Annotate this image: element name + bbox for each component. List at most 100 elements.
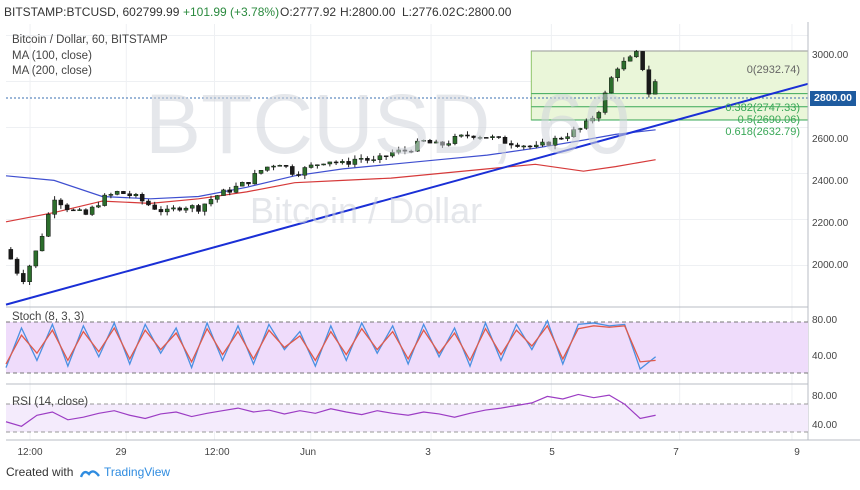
candle-body <box>496 136 501 138</box>
rsi-band <box>6 404 808 432</box>
candle-body <box>27 265 32 282</box>
candle-body <box>559 137 564 140</box>
candle-body <box>114 191 120 195</box>
candle-body <box>202 203 207 212</box>
candle-body <box>552 137 558 146</box>
fib-label-618: 0.618(2632.79) <box>725 126 800 138</box>
candle-body <box>108 194 114 196</box>
stoch-band <box>6 322 808 373</box>
x-tick: 12:00 <box>204 447 230 458</box>
candle-body <box>502 137 508 144</box>
candle-body <box>208 199 214 205</box>
candle-body <box>509 143 514 146</box>
candle-body <box>590 117 595 122</box>
candle-body <box>358 158 364 160</box>
candle-body <box>652 81 658 95</box>
candle-body <box>602 92 608 113</box>
watermark-name: Bitcoin / Dollar <box>250 190 483 231</box>
candle-body <box>283 165 289 167</box>
tradingview-link[interactable]: TradingView <box>104 465 171 479</box>
candle-body <box>290 166 295 175</box>
candle-body <box>383 155 389 158</box>
candle-body <box>71 209 76 212</box>
candle-body <box>258 170 264 174</box>
candle-body <box>340 161 345 164</box>
candle-body <box>390 151 395 157</box>
candle-body <box>196 205 201 212</box>
candle-body <box>271 165 276 168</box>
symbol-name[interactable]: BITSTAMP:BTCUSD, 60 <box>4 5 136 19</box>
ma200-legend[interactable]: MA (200, close) <box>12 65 92 77</box>
candle-body <box>64 204 70 211</box>
candle-body <box>371 159 376 161</box>
candle-body <box>527 145 533 148</box>
y-tick: 2200.00 <box>812 218 849 229</box>
candle-body <box>396 149 401 153</box>
candle-body <box>421 140 426 142</box>
last-price: 2799.99 <box>136 5 180 19</box>
y-tick: 2400.00 <box>812 176 849 187</box>
ma100-line <box>5 129 656 200</box>
x-tick: 12:00 <box>17 447 43 458</box>
candle-body <box>102 194 107 206</box>
stoch-legend[interactable]: Stoch (8, 3, 3) <box>12 311 85 323</box>
candle-body <box>308 164 314 168</box>
created-with-text: Created with <box>6 465 74 479</box>
x-tick: 3 <box>425 447 431 458</box>
candles <box>8 49 658 285</box>
rsi-tick: 40.00 <box>812 420 838 431</box>
candle-body <box>471 135 476 138</box>
candle-body <box>315 164 320 166</box>
candle-body <box>565 136 570 139</box>
candle-body <box>164 208 170 213</box>
candle-body <box>615 68 620 78</box>
candle-body <box>458 134 464 137</box>
candle-body <box>577 128 583 130</box>
y-tick: 2000.00 <box>812 260 849 271</box>
candle-body <box>640 51 645 70</box>
x-tick: 5 <box>549 447 555 458</box>
candle-body <box>83 209 89 215</box>
candle-body <box>446 143 451 146</box>
candle-body <box>408 150 414 153</box>
candle-body <box>534 144 539 147</box>
candle-body <box>377 155 383 160</box>
ma100-legend[interactable]: MA (100, close) <box>12 50 92 62</box>
high-value: H:2800.00 <box>340 5 396 19</box>
candle-body <box>127 193 132 197</box>
candle-body <box>39 236 45 252</box>
x-tick: Jun <box>299 447 317 458</box>
trendline <box>5 82 809 306</box>
candle-body <box>133 194 139 197</box>
candle-body <box>214 195 220 200</box>
candle-body <box>77 209 82 211</box>
candle-body <box>96 205 101 208</box>
stoch-k-line <box>5 319 657 371</box>
stoch-d-line <box>5 324 656 365</box>
candle-body <box>402 149 408 152</box>
rsi-legend[interactable]: RSI (14, close) <box>12 396 89 408</box>
candle-body <box>221 189 226 196</box>
candle-body <box>333 161 339 164</box>
candle-body <box>33 250 39 267</box>
x-tick: 7 <box>673 447 679 458</box>
candle-body <box>440 141 445 146</box>
chart-title: Bitcoin / Dollar, 60, BITSTAMP <box>12 34 168 46</box>
fib-label-382: 0.382(2747.33) <box>725 102 800 114</box>
candle-body <box>21 273 26 282</box>
candle-body <box>433 141 439 144</box>
watermark-symbol: BTCUSD, 60 <box>145 77 631 171</box>
low-value: L:2776.02 <box>402 5 456 19</box>
candle-body <box>515 144 520 147</box>
candle-body <box>352 158 358 165</box>
candle-body <box>634 51 639 58</box>
open-value: O:2777.92 <box>280 5 337 19</box>
candle-body <box>8 249 14 260</box>
fib-label-0: 0(2932.74) <box>746 64 800 76</box>
close-value: C:2800.00 <box>456 5 512 19</box>
candle-body <box>627 56 633 62</box>
x-tick: 29 <box>115 447 127 458</box>
candle-body <box>183 207 189 211</box>
fib-label-5: 0.5(2690.06) <box>737 114 800 126</box>
